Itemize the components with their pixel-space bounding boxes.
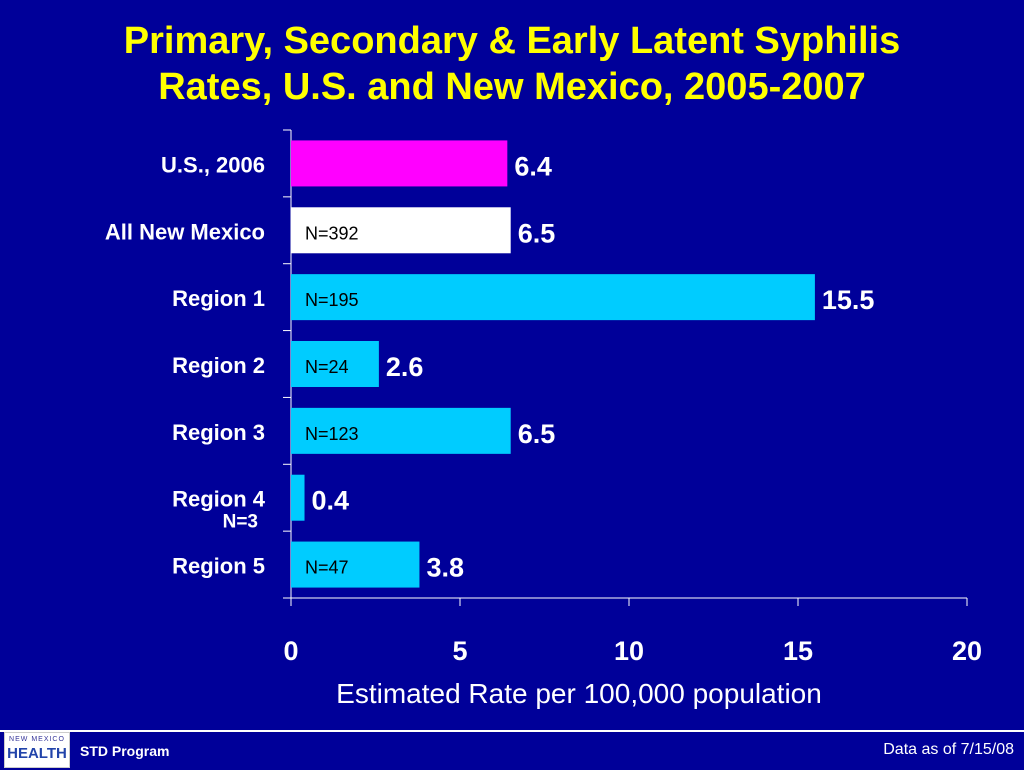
logo-top-text: NEW MEXICO: [9, 736, 65, 743]
data-label: 15.5: [822, 285, 875, 315]
data-label: 0.4: [312, 486, 350, 516]
data-label: 6.4: [514, 151, 552, 181]
data-label: 2.6: [386, 352, 424, 382]
data-label: 3.8: [426, 553, 464, 583]
chart-title-line-2: Rates, U.S. and New Mexico, 2005-2007: [158, 66, 866, 108]
chart-title: Primary, Secondary & Early Latent Syphil…: [0, 18, 1024, 110]
x-tick-label: 10: [614, 636, 644, 666]
data-label: 6.5: [518, 419, 556, 449]
category-label: All New Mexico: [105, 219, 265, 244]
x-axis-label: Estimated Rate per 100,000 population: [336, 678, 822, 709]
chart-title-line-1: Primary, Secondary & Early Latent Syphil…: [123, 20, 901, 62]
x-tick-label: 15: [783, 636, 813, 666]
footer-program: STD Program: [80, 743, 170, 759]
n-label: N=24: [305, 357, 349, 377]
x-tick-label: 5: [452, 636, 467, 666]
n-label: N=195: [305, 290, 359, 310]
bar: [291, 474, 305, 521]
logo-main-text: HEALTH: [7, 745, 67, 762]
bar: [291, 140, 508, 187]
x-tick-label: 0: [283, 636, 298, 666]
category-label: Region 3: [172, 420, 265, 445]
bar: [291, 207, 511, 254]
bar-chart: 0 5 10 15 20 Estimated Rate per 100,000 popul…: [105, 129, 982, 709]
nm-health-logo: NEW MEXICO HEALTH: [4, 732, 70, 768]
category-label: Region 1: [172, 286, 265, 311]
category-label: Region 2: [172, 353, 265, 378]
n-label: N=47: [305, 558, 349, 578]
footer-bar: [0, 730, 1024, 770]
footer-data-date: Data as of 7/15/08: [883, 741, 1014, 758]
bar: [291, 541, 420, 588]
n-label: N=123: [305, 424, 359, 444]
data-label: 6.5: [518, 218, 556, 248]
n-label: N=392: [305, 223, 359, 243]
category-label: Region 5: [172, 554, 265, 579]
category-label: Region 4: [172, 487, 266, 512]
x-tick-label: 20: [952, 636, 982, 666]
bar: [291, 341, 379, 387]
bar: [291, 274, 815, 321]
bar: [291, 407, 511, 454]
category-label: U.S., 2006: [161, 152, 265, 177]
n-label: N=3: [223, 512, 258, 533]
